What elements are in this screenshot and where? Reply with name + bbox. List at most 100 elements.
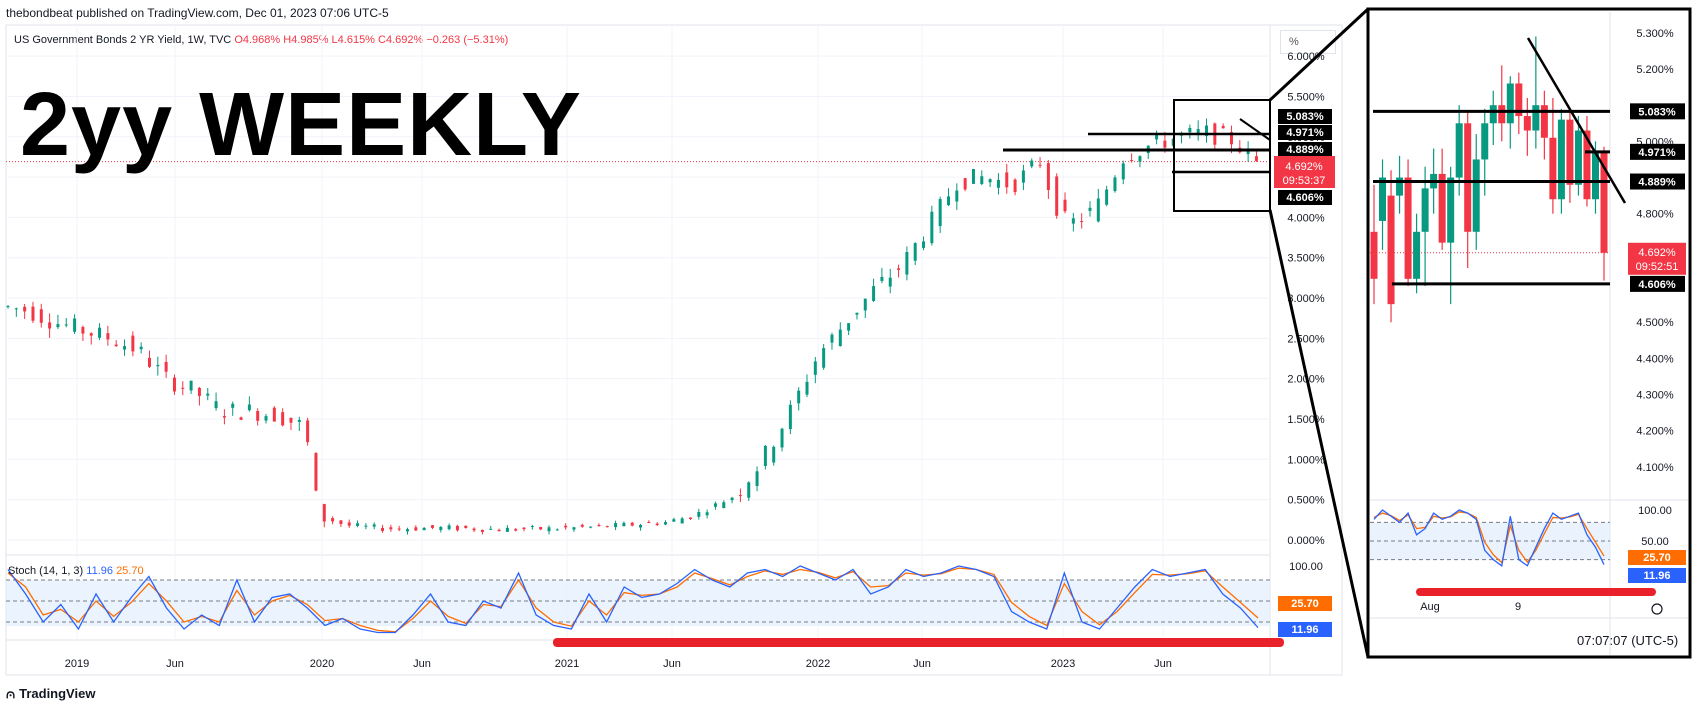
percent-scale-button[interactable]: % [1280, 30, 1336, 54]
candle-body [505, 527, 509, 532]
candle-body [114, 344, 118, 347]
price-gridlines [6, 25, 1270, 640]
inset-candle-body [1549, 137, 1557, 200]
inset-candle-body [1515, 83, 1523, 117]
price-tick-label: 2.500% [1287, 333, 1325, 345]
settings-gear-icon[interactable] [1651, 603, 1663, 615]
time-tick-label: 2019 [65, 658, 89, 670]
candle-body [264, 416, 268, 421]
candle-body [922, 241, 926, 248]
level-label: 4.971% [1286, 127, 1324, 139]
inset-candle-body [1413, 231, 1421, 279]
inset-candle-body [1455, 123, 1463, 178]
candle-body [813, 361, 817, 375]
candle-body [605, 526, 609, 528]
candle-body [239, 417, 243, 420]
time-tick-label: Jun [1154, 658, 1172, 670]
time-axis-ticks: 2019 Jun 2020 Jun 2021 Jun 2022 Jun 2023 Jun [65, 658, 1172, 670]
ohlc-values: O4.968% H4.985% L4.615% C4.692% −0.263 (… [234, 34, 509, 46]
inset-candle-body [1421, 188, 1429, 232]
candle-body [1138, 156, 1142, 162]
stoch-name[interactable]: Stoch (14, 1, 3) [8, 565, 84, 577]
candle-body [1246, 148, 1250, 155]
candle-body [930, 211, 934, 244]
inset-time-tick: Aug [1420, 601, 1440, 613]
candle-body [688, 517, 692, 519]
last-price-label: 4.692% [1285, 161, 1323, 173]
candle-body [822, 348, 826, 368]
candle-body [838, 329, 842, 347]
inset-last-badge [1628, 242, 1686, 275]
candle-body [464, 525, 468, 529]
candle-body [197, 387, 201, 396]
red-highlight-bar-inset [1416, 588, 1656, 596]
inset-chart: 4.100%4.200%4.300%4.400%4.500%4.800%5.00… [1370, 12, 1688, 655]
candle-body [938, 199, 942, 227]
inset-candle-body [1481, 123, 1489, 160]
inset-price-tick: 5.200% [1636, 64, 1674, 76]
stoch-k-badge [1278, 622, 1332, 637]
trendline [1239, 118, 1271, 141]
candle-body [472, 528, 476, 531]
inset-level-label-bg [1630, 173, 1685, 190]
candle-body [322, 504, 326, 522]
candle-body [272, 407, 276, 422]
candle-body [564, 525, 568, 528]
candle-body [247, 404, 251, 411]
candle-body [156, 365, 160, 367]
inset-candle-body [1600, 152, 1608, 253]
candle-body [589, 526, 593, 528]
candle-body [306, 420, 310, 443]
level-label-bg [1278, 190, 1332, 205]
stoch-k-line [7, 565, 1259, 634]
price-tick-label: 1.000% [1287, 454, 1325, 466]
inset-trendline [1526, 37, 1627, 204]
candle-body [747, 482, 751, 498]
candle-body [522, 527, 526, 530]
candle-body [1005, 172, 1009, 188]
time-tick-label: 2021 [555, 658, 579, 670]
candle-body [480, 529, 484, 533]
level-label-bg [1278, 125, 1332, 140]
candle-body [1113, 177, 1117, 192]
tradingview-logo[interactable]: ⩀ TradingView [6, 686, 95, 702]
candle-body [106, 333, 110, 340]
inset-last-label: 4.692% [1638, 247, 1676, 259]
inset-level-label: 5.083% [1638, 106, 1676, 118]
candle-body [1096, 198, 1100, 222]
level-labels: 5.083% 4.971% 4.889% 4.606% 4.692% 09:53:37 [1274, 109, 1335, 205]
candle-body [181, 387, 185, 389]
price-tick-label: 3.500% [1287, 253, 1325, 265]
tradingview-logo-text: TradingView [19, 686, 96, 701]
candle-body [555, 529, 559, 531]
inset-candle-body [1583, 130, 1591, 200]
inset-price-tick: 5.300% [1636, 28, 1674, 40]
candle-body [863, 298, 867, 311]
candle-body [297, 420, 301, 422]
level-label: 4.606% [1286, 192, 1324, 204]
inset-time-tick: 9 [1515, 601, 1521, 613]
inset-level-label-bg [1630, 143, 1685, 160]
inset-level-label-bg [1630, 275, 1685, 292]
tradingview-logo-icon: ⩀ [6, 686, 16, 701]
candle-body [1155, 134, 1159, 140]
candle-body [1130, 160, 1134, 162]
symbol-name[interactable]: US Government Bonds 2 YR Yield, 1W, TVC [14, 34, 232, 46]
inset-candle-body [1506, 83, 1514, 124]
price-candles [6, 118, 1258, 535]
level-label-bg [1278, 109, 1332, 124]
candle-body [222, 416, 226, 418]
candle-body [231, 403, 235, 408]
candle-body [705, 512, 709, 516]
candle-body [897, 268, 901, 270]
inset-stoch-k-badge [1628, 568, 1686, 583]
candle-body [530, 526, 534, 528]
candle-body [48, 322, 52, 329]
inset-stoch-tick: 50.00 [1641, 536, 1669, 548]
level-label: 4.889% [1286, 144, 1324, 156]
candle-body [1229, 132, 1233, 145]
candle-body [289, 417, 293, 423]
time-tick-label: 2023 [1051, 658, 1075, 670]
candle-body [1121, 163, 1125, 180]
